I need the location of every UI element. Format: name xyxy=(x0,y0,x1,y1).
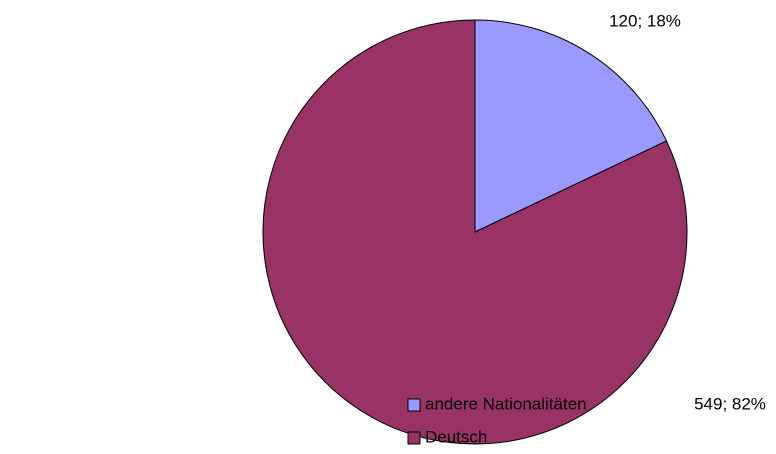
data-label: 120; 18% xyxy=(609,11,681,30)
pie-slice xyxy=(262,19,688,445)
legend-swatch xyxy=(407,431,421,445)
legend-label: Deutsch xyxy=(425,427,487,446)
data-label: 549; 82% xyxy=(694,394,766,413)
legend-label: andere Nationalitäten xyxy=(425,394,587,413)
legend-swatch xyxy=(407,398,421,412)
pie-slice xyxy=(474,19,668,233)
